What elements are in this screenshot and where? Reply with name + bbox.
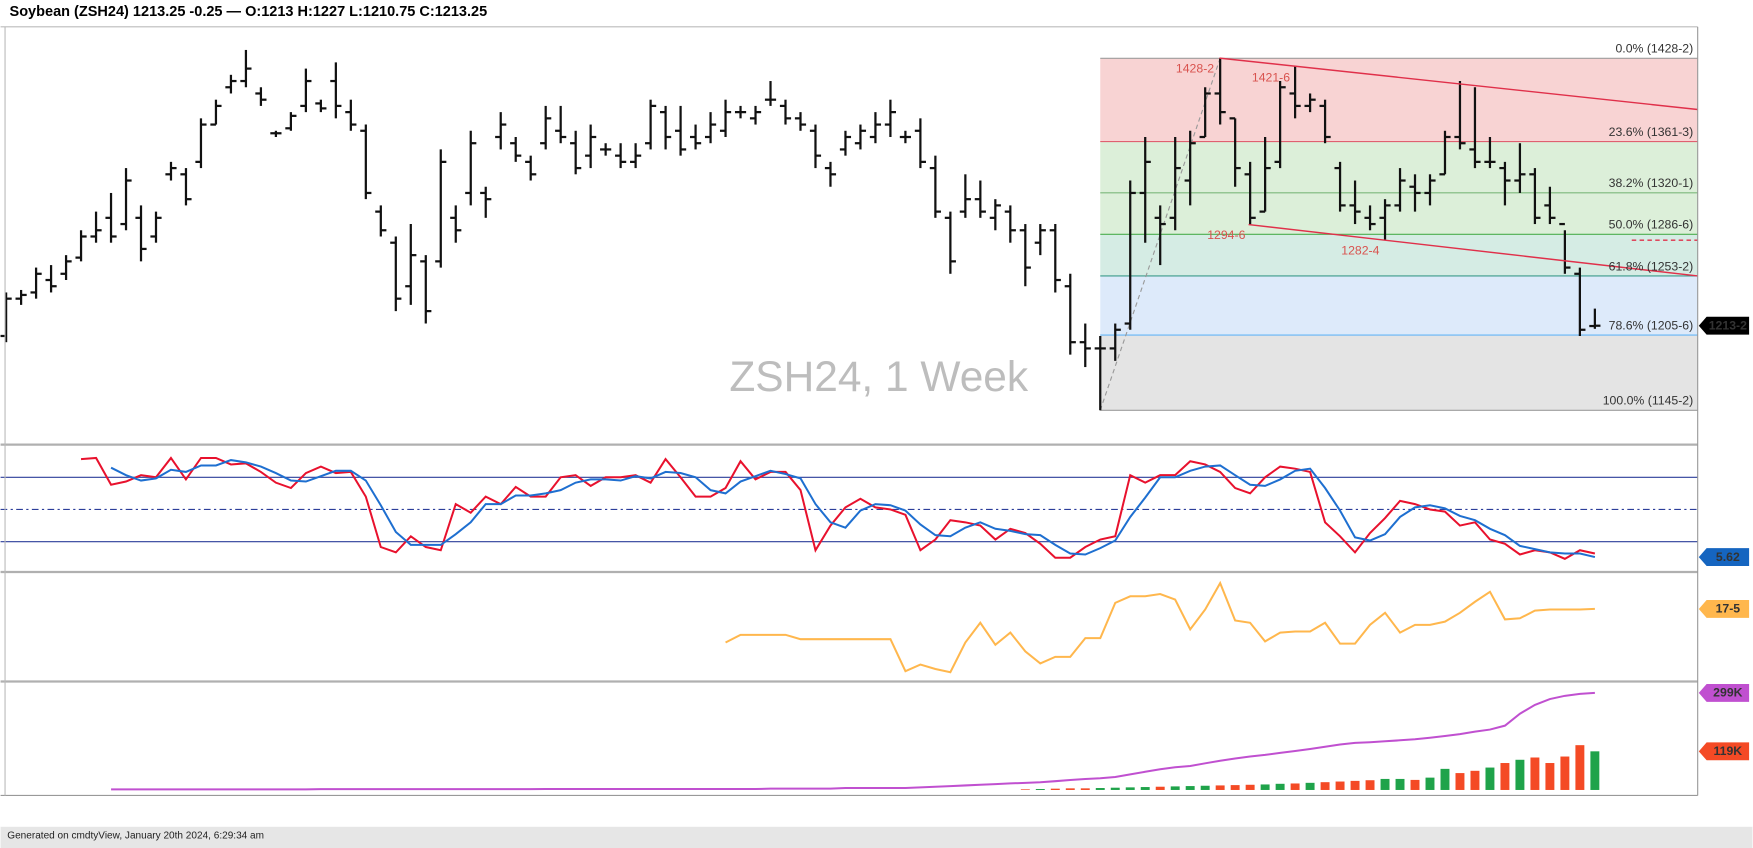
chart-title: Soybean (ZSH24) 1213.25 -0.25 — O:1213 H… bbox=[10, 4, 488, 20]
footer-bar bbox=[0, 826, 1753, 848]
series-line bbox=[110, 459, 1596, 559]
bar bbox=[1590, 751, 1600, 790]
last-value-tag bbox=[1698, 316, 1750, 335]
watermark: ZSH24, 1 Week bbox=[729, 353, 1029, 400]
bar bbox=[1215, 785, 1225, 790]
bar bbox=[1485, 767, 1495, 790]
bar bbox=[1440, 768, 1450, 790]
marks-layer bbox=[0, 49, 1698, 791]
bar bbox=[1350, 780, 1360, 790]
channel-upper bbox=[1219, 57, 1698, 111]
bar bbox=[1380, 778, 1390, 790]
bar bbox=[1455, 773, 1465, 790]
bar bbox=[1575, 745, 1585, 790]
bar bbox=[1080, 788, 1090, 790]
bar bbox=[1530, 757, 1540, 790]
last-value-label: 17-5 bbox=[1716, 602, 1741, 616]
fib-label: 100.0% (1145-2) bbox=[1603, 394, 1693, 408]
annotation: 1421-6 bbox=[1252, 70, 1290, 84]
bar bbox=[1290, 783, 1300, 790]
last-value-tag bbox=[1698, 599, 1750, 618]
bar bbox=[1035, 788, 1045, 790]
last-value-label: 5.62 bbox=[1716, 550, 1740, 564]
bar bbox=[1170, 786, 1180, 790]
fib-label: 50.0% (1286-6) bbox=[1609, 218, 1694, 232]
last-value-label: 299K bbox=[1713, 686, 1742, 700]
fib-label: 0.0% (1428-2) bbox=[1615, 42, 1693, 56]
bar bbox=[1470, 770, 1480, 790]
bar bbox=[1110, 787, 1120, 790]
annotation: 1428-2 bbox=[1176, 62, 1214, 76]
last-value-tag bbox=[1698, 742, 1750, 761]
bar bbox=[1515, 759, 1525, 790]
bar bbox=[1185, 786, 1195, 790]
bar bbox=[1125, 787, 1135, 790]
bar bbox=[1155, 786, 1165, 790]
bar bbox=[1020, 789, 1030, 790]
bar bbox=[1560, 756, 1570, 790]
fib-band bbox=[1100, 58, 1698, 142]
bar bbox=[1500, 763, 1510, 790]
last-value-label: 119K bbox=[1714, 744, 1743, 758]
last-value-label: 1213-2 bbox=[1709, 319, 1747, 333]
fib-label: 38.2% (1320-1) bbox=[1609, 176, 1694, 190]
bar bbox=[1335, 781, 1345, 790]
fib-label: 78.6% (1205-6) bbox=[1609, 318, 1694, 332]
bar bbox=[1275, 783, 1285, 790]
bar bbox=[1545, 763, 1555, 790]
bar bbox=[1230, 785, 1240, 790]
bar bbox=[1305, 782, 1315, 790]
footer: Generated on cmdtyView, January 20th 202… bbox=[7, 830, 264, 841]
channel-lower bbox=[1248, 223, 1698, 277]
bar bbox=[1395, 778, 1405, 790]
last-value-tag bbox=[1698, 683, 1750, 702]
fib-label: 23.6% (1361-3) bbox=[1609, 125, 1694, 139]
bar bbox=[1245, 784, 1255, 790]
bar bbox=[1095, 788, 1105, 790]
fib-label: 61.8% (1253-2) bbox=[1609, 259, 1694, 273]
series-line bbox=[725, 580, 1595, 674]
fib-layer bbox=[1099, 57, 1698, 411]
bar bbox=[1320, 782, 1330, 790]
header-bar bbox=[0, 0, 1753, 25]
bar bbox=[1050, 788, 1060, 790]
annotation: 1294-6 bbox=[1207, 228, 1245, 242]
fib-band bbox=[1100, 335, 1698, 411]
axis-layer: 0.0% (1428-2) 23.6% (1361-3) 38.2% (1320-1… bbox=[1603, 42, 1750, 761]
bar bbox=[1365, 780, 1375, 790]
bar bbox=[1410, 779, 1420, 790]
bar bbox=[1065, 788, 1075, 790]
bar bbox=[1200, 785, 1210, 790]
bar bbox=[1260, 784, 1270, 790]
bar bbox=[1140, 787, 1150, 790]
bar bbox=[1425, 777, 1435, 790]
annotation: 1282-4 bbox=[1341, 244, 1379, 258]
series-line bbox=[111, 691, 1595, 791]
last-value-tag bbox=[1698, 548, 1750, 567]
